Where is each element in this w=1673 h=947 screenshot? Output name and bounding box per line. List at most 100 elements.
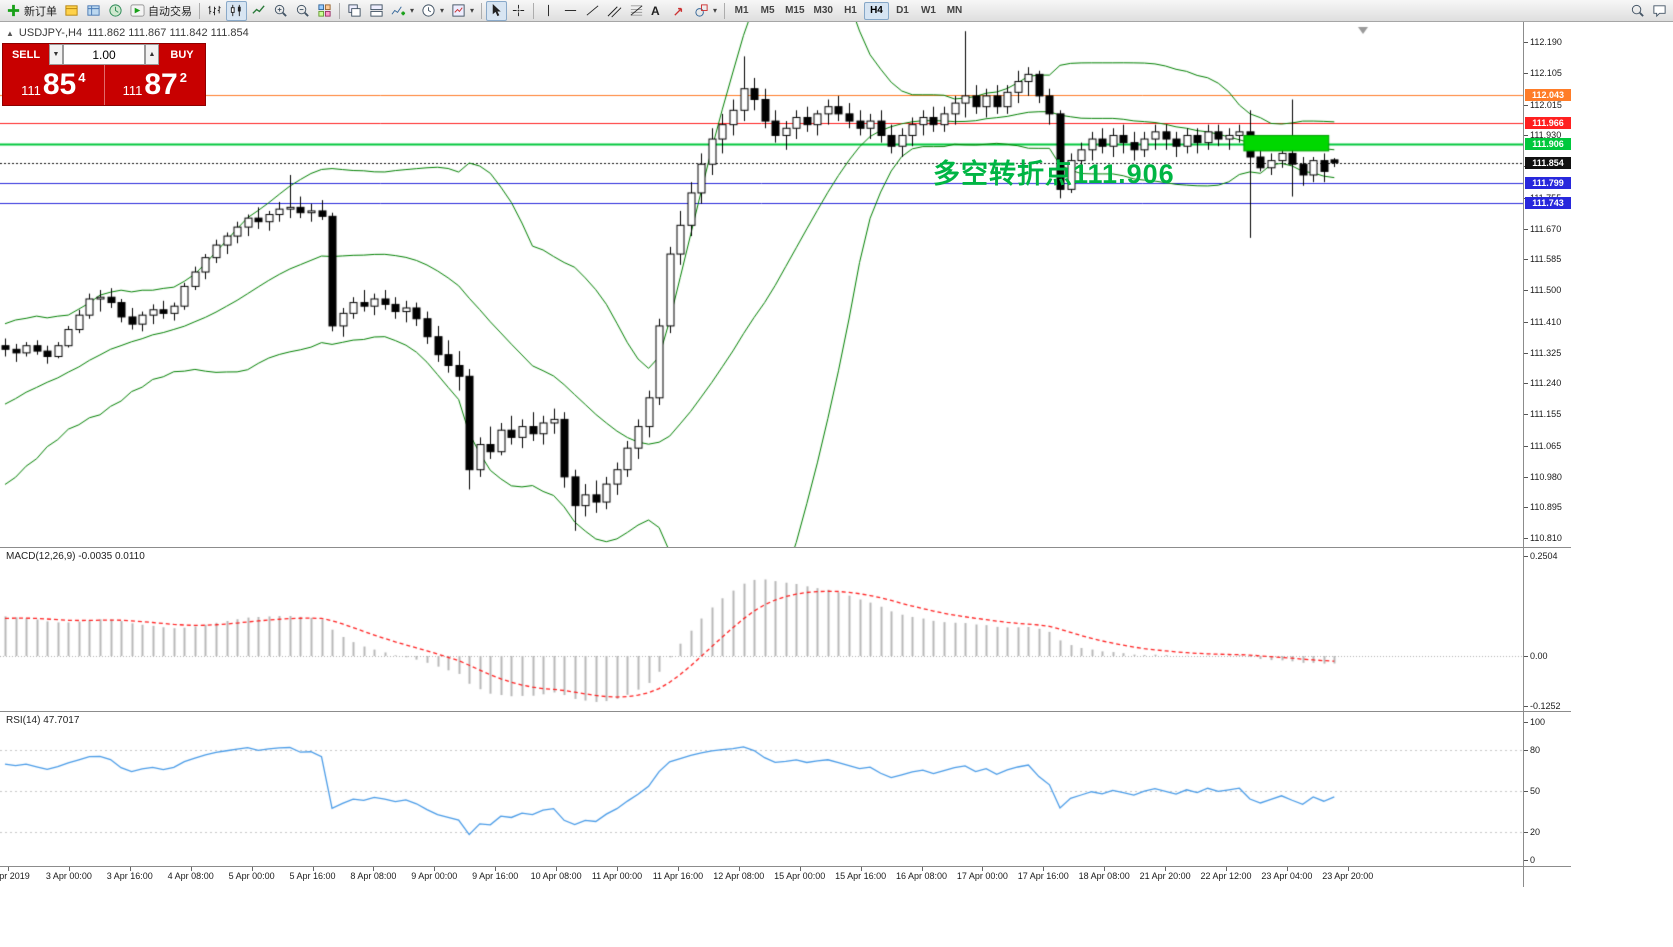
price-axis-label: 111.155 (1530, 408, 1562, 419)
axis-tick-mark (1524, 352, 1528, 354)
candlestick-chart-button[interactable] (226, 0, 247, 21)
new-order-icon (6, 3, 21, 18)
time-axis-label: 16 Apr 08:00 (895, 871, 948, 881)
autotrading-icon (130, 3, 145, 18)
macd-name: MACD(12,26,9) (6, 551, 76, 562)
vertical-line-button[interactable] (538, 1, 559, 21)
timeframe-m30-button[interactable]: M30 (810, 2, 837, 20)
time-tick-mark (1347, 867, 1349, 871)
price-axis[interactable]: 112.190112.105112.015111.930111.845111.7… (1523, 22, 1571, 887)
time-tick-mark (1165, 867, 1167, 871)
time-axis-label: 10 Apr 08:00 (530, 871, 582, 881)
price-axis-label: 100 (1530, 717, 1546, 727)
axis-tick-mark (1524, 860, 1528, 861)
arrange-windows-button[interactable] (366, 1, 387, 21)
timeframe-w1-button[interactable]: W1 (916, 2, 941, 20)
new-order-button[interactable]: 新订单 (3, 1, 60, 21)
price-axis-label: 112.015 (1530, 99, 1562, 110)
level-price-tag: 111.906 (1525, 138, 1571, 151)
shapes-button[interactable]: ▾ (691, 1, 720, 21)
time-axis-label: 12 Apr 08:00 (713, 871, 765, 881)
axis-tick-mark (1524, 289, 1528, 291)
axis-tick-mark (1524, 706, 1528, 707)
volume-input[interactable]: 1.00 (63, 44, 145, 65)
indicators-button[interactable]: ▾ (388, 1, 417, 21)
cascade-icon (347, 3, 362, 18)
line-chart-button[interactable] (248, 1, 269, 21)
time-axis-label: 9 Apr 00:00 (411, 871, 458, 881)
time-axis[interactable]: 2 Apr 2019 3 Apr 00:00 3 Apr 16:00 4 Apr 08… (0, 867, 1523, 887)
price-axis-label: 111.500 (1530, 284, 1562, 295)
time-tick-mark (495, 867, 497, 871)
macd-panel-separator[interactable] (0, 547, 1571, 548)
tile-icon (317, 3, 332, 18)
dropdown-arrow-icon: ▾ (470, 6, 475, 15)
bar-chart-button[interactable] (204, 1, 225, 21)
annotation-text: 多空转折点111.906 (933, 159, 1175, 189)
tile-windows-button[interactable] (314, 1, 335, 21)
time-tick-mark (982, 867, 984, 871)
time-axis-label: 22 Apr 12:00 (1200, 871, 1252, 881)
timeframe-h1-button[interactable]: H1 (838, 2, 863, 20)
timeframe-m15-button[interactable]: M15 (781, 2, 808, 20)
zoom-in-button[interactable] (270, 1, 291, 21)
time-axis-label: 15 Apr 00:00 (774, 871, 826, 881)
axis-tick-mark (1524, 791, 1528, 792)
trendline-button[interactable] (582, 1, 603, 21)
time-axis-label: 23 Apr 04:00 (1261, 871, 1313, 881)
price-axis-label: 80 (1530, 744, 1541, 755)
main-chart-canvas[interactable] (0, 22, 1523, 547)
axis-tick-mark (1524, 507, 1528, 509)
arrows-button[interactable] (669, 1, 690, 21)
chat-button[interactable] (1649, 1, 1670, 21)
buy-price-button[interactable]: 111 87 2 (105, 65, 206, 105)
fibonacci-button[interactable] (626, 1, 647, 21)
market-watch-button[interactable] (83, 1, 104, 21)
navigator-button[interactable] (105, 1, 126, 21)
timeframe-d1-button[interactable]: D1 (890, 2, 915, 20)
axis-tick-mark (1524, 555, 1528, 557)
cursor-button[interactable] (486, 0, 508, 21)
buy-button[interactable]: BUY (159, 44, 205, 65)
sell-dropdown-icon[interactable]: ▼ (49, 44, 63, 65)
sell-price-button[interactable]: 111 85 4 (3, 65, 104, 105)
trade-panel-divider (103, 65, 105, 105)
cascade-windows-button[interactable] (344, 1, 365, 21)
crosshair-button[interactable] (508, 1, 529, 21)
time-axis-label: 2 Apr 2019 (0, 871, 30, 881)
rsi-panel-separator[interactable] (0, 711, 1571, 712)
channel-button[interactable] (604, 1, 625, 21)
timeframe-m1-button[interactable]: M1 (729, 2, 754, 20)
time-tick-mark (129, 867, 131, 871)
price-axis-label: 112.190 (1530, 37, 1562, 47)
time-axis-label: 5 Apr 00:00 (228, 871, 275, 881)
price-axis-label: 111.325 (1530, 347, 1562, 358)
horizontal-line-button[interactable] (560, 1, 581, 21)
arrange-icon (369, 3, 384, 18)
bid-price-tag: 111.854 (1525, 156, 1571, 169)
time-tick-mark (677, 867, 679, 871)
axis-tick-mark (1524, 413, 1528, 415)
data-window-button[interactable] (61, 1, 82, 21)
timeframe-mn-button[interactable]: MN (942, 2, 967, 20)
timeframe-m5-button[interactable]: M5 (755, 2, 780, 20)
zoom-out-button[interactable] (292, 1, 313, 21)
periods-button[interactable]: ▾ (418, 1, 447, 21)
macd-panel-canvas[interactable] (0, 548, 1523, 711)
time-axis-label: 4 Apr 08:00 (167, 871, 214, 881)
buy-dropdown-icon[interactable]: ▲ (145, 44, 159, 65)
autotrading-button[interactable]: 自动交易 (127, 1, 195, 21)
text-button-glyph: A (651, 3, 660, 18)
price-axis-label: 50 (1530, 786, 1541, 796)
timeframe-h4-button[interactable]: H4 (863, 1, 889, 20)
text-button[interactable]: A (648, 1, 668, 21)
rsi-panel-canvas[interactable] (0, 712, 1523, 866)
cursor-icon (489, 3, 504, 18)
dropdown-arrow-icon: ▾ (440, 6, 445, 15)
zoom-out-icon (295, 3, 310, 18)
one-click-toggle-icon[interactable]: ▲ (6, 28, 14, 38)
templates-button[interactable]: ▾ (448, 1, 477, 21)
search-button[interactable] (1627, 1, 1648, 21)
macd-values: -0.0035 0.0110 (78, 551, 145, 562)
sell-button[interactable]: SELL (3, 44, 49, 65)
